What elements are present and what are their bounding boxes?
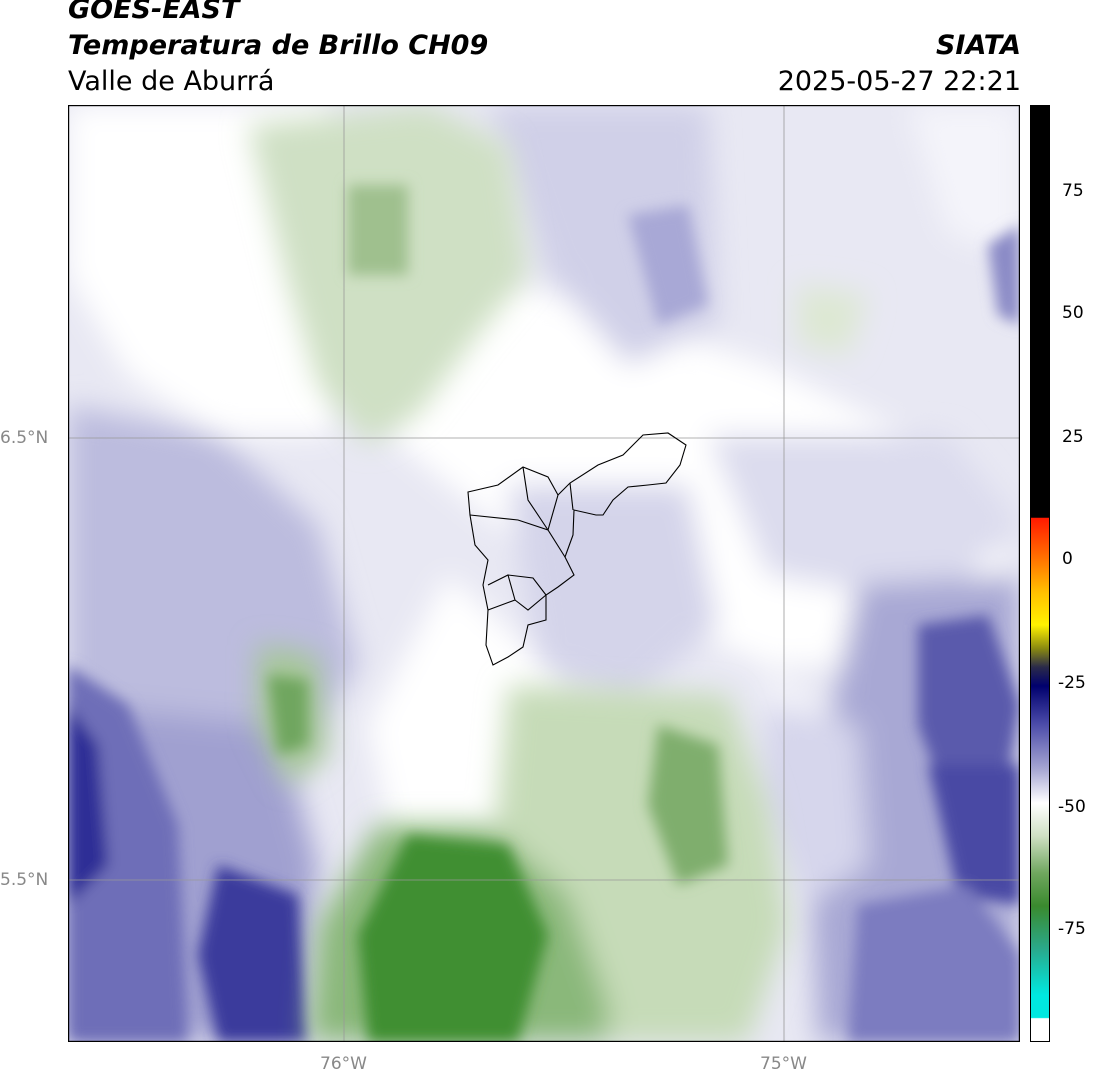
temperature-colorbar bbox=[1030, 105, 1050, 1042]
lat-label-5-5: 5.5°N bbox=[0, 870, 49, 890]
colorbar-tick-25: 25 bbox=[1062, 427, 1084, 447]
map-frame bbox=[68, 105, 1020, 1042]
colorbar-tick-75: 75 bbox=[1062, 181, 1084, 201]
cold-cloud-north bbox=[628, 205, 708, 325]
warm-core-west bbox=[268, 675, 308, 755]
colorbar-ramp bbox=[1030, 105, 1050, 1042]
datetime-label: 2025-05-27 22:21 bbox=[777, 66, 1021, 97]
colorbar-frame bbox=[1030, 105, 1050, 1042]
colorbar-tick-neg75: -75 bbox=[1058, 919, 1086, 939]
warm-core-south bbox=[358, 835, 548, 1042]
cold-cloud-southeast bbox=[848, 885, 1020, 1042]
region-subtitle: Valle de Aburrá bbox=[68, 66, 275, 97]
deep-cold-east bbox=[928, 765, 1020, 905]
warm-area-northeast bbox=[798, 285, 868, 355]
brightness-temperature-map bbox=[68, 105, 1020, 1042]
lon-label-75: 75°W bbox=[760, 1054, 807, 1074]
warm-core-southeast bbox=[648, 725, 728, 885]
lon-label-76: 76°W bbox=[320, 1054, 367, 1074]
valle-de-aburra-boundaries bbox=[467, 432, 687, 666]
cold-cloud-northeast bbox=[988, 225, 1020, 325]
colorbar-tick-0: 0 bbox=[1062, 549, 1073, 569]
deep-cold-west bbox=[68, 705, 108, 905]
colorbar-tick-50: 50 bbox=[1062, 303, 1084, 323]
lat-label-6-5: 6.5°N bbox=[0, 428, 49, 448]
warm-core-north bbox=[348, 185, 408, 275]
colorbar-tick-neg25: -25 bbox=[1058, 673, 1086, 693]
product-title: Temperatura de Brillo CH09 bbox=[68, 30, 489, 61]
satellite-title: GOES-EAST bbox=[68, 0, 240, 25]
deep-cold-southwest bbox=[198, 865, 308, 1042]
colorbar-tick-neg50: -50 bbox=[1058, 797, 1086, 817]
organization-label: SIATA bbox=[935, 30, 1021, 61]
